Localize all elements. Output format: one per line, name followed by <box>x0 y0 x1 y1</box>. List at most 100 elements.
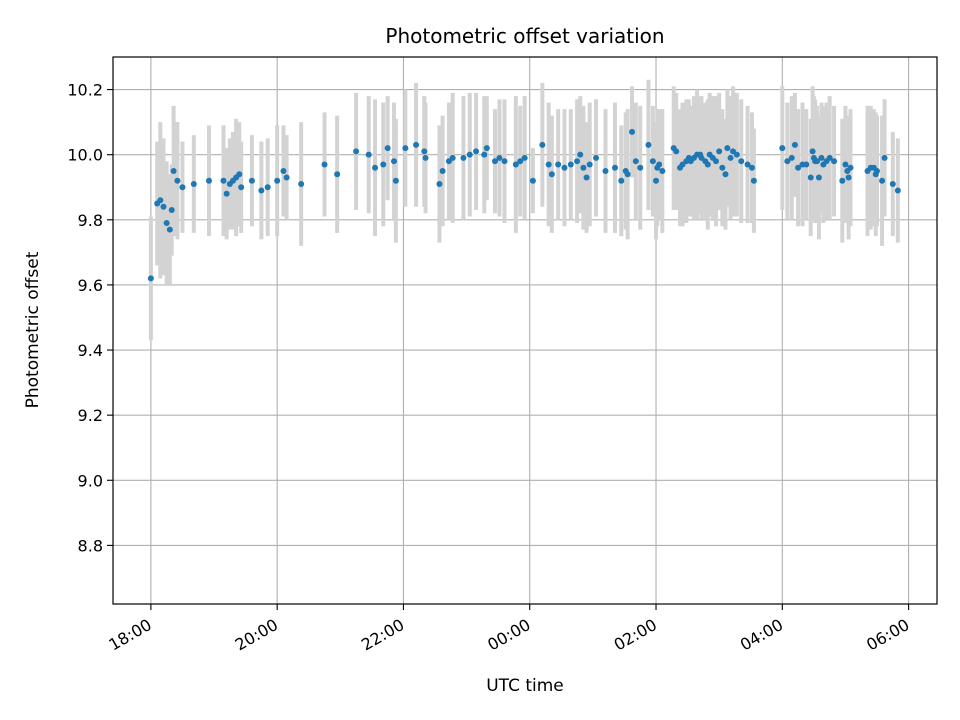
data-point <box>238 184 245 191</box>
y-tick-label: 9.8 <box>78 211 103 230</box>
data-point <box>724 145 731 152</box>
data-point <box>174 177 181 184</box>
data-point <box>561 164 568 171</box>
data-point <box>727 154 734 161</box>
data-point <box>147 275 154 282</box>
data-point <box>166 226 173 233</box>
data-point <box>390 158 397 165</box>
y-tick-label: 9.6 <box>78 276 103 295</box>
data-point <box>298 180 305 187</box>
data-point <box>826 154 833 161</box>
data-point <box>583 174 590 181</box>
data-point <box>460 154 467 161</box>
data-point <box>353 148 360 155</box>
data-point <box>618 177 625 184</box>
data-point <box>791 141 798 148</box>
data-point <box>258 187 265 194</box>
data-point <box>274 177 281 184</box>
data-point <box>580 164 587 171</box>
plot-frame <box>112 56 938 605</box>
data-point <box>874 167 881 174</box>
data-point <box>750 177 757 184</box>
data-point <box>611 164 618 171</box>
data-point <box>656 161 663 168</box>
data-point <box>879 177 886 184</box>
data-point <box>713 158 720 165</box>
data-point <box>814 158 821 165</box>
data-point <box>894 187 901 194</box>
data-point <box>586 161 593 168</box>
data-point <box>512 161 519 168</box>
data-point <box>881 154 888 161</box>
data-point <box>392 177 399 184</box>
data-point <box>889 180 896 187</box>
data-point <box>492 158 499 165</box>
data-point <box>170 167 177 174</box>
data-point <box>402 145 409 152</box>
data-point <box>334 171 341 178</box>
data-point <box>280 167 287 174</box>
data-point <box>466 151 473 158</box>
data-point <box>577 151 584 158</box>
data-point <box>436 180 443 187</box>
data-point <box>422 154 429 161</box>
data-point <box>673 148 680 155</box>
data-point <box>645 141 652 148</box>
chart-title: Photometric offset variation <box>385 24 664 48</box>
data-point <box>160 203 167 210</box>
data-point <box>449 154 456 161</box>
data-point <box>779 145 786 152</box>
y-tick-label: 8.8 <box>78 536 103 555</box>
y-tick-label: 10.0 <box>67 146 103 165</box>
data-points <box>147 128 901 282</box>
x-axis-title: UTC time <box>486 676 564 696</box>
data-point <box>548 171 555 178</box>
data-point <box>839 177 846 184</box>
data-point <box>384 145 391 152</box>
data-point <box>501 158 508 165</box>
data-point <box>719 164 726 171</box>
data-point <box>602 167 609 174</box>
data-point <box>795 164 802 171</box>
y-tick-label: 9.4 <box>78 341 103 360</box>
data-point <box>163 220 170 227</box>
data-point <box>555 161 562 168</box>
data-point <box>220 177 227 184</box>
data-point <box>788 154 795 161</box>
data-point <box>421 148 428 155</box>
data-point <box>567 161 574 168</box>
data-point <box>236 171 243 178</box>
data-point <box>807 174 814 181</box>
data-point <box>473 148 480 155</box>
data-point <box>539 141 546 148</box>
data-point <box>847 164 854 171</box>
data-point <box>157 197 164 204</box>
y-tick-label: 9.2 <box>78 406 103 425</box>
data-point <box>439 167 446 174</box>
data-point <box>529 177 536 184</box>
data-point <box>649 158 656 165</box>
data-point <box>517 158 524 165</box>
data-point <box>815 174 822 181</box>
data-point <box>593 154 600 161</box>
data-point <box>704 161 711 168</box>
y-tick-label: 9.0 <box>78 471 103 490</box>
data-point <box>483 145 490 152</box>
data-point <box>264 184 271 191</box>
data-point <box>818 154 825 161</box>
data-point <box>521 154 528 161</box>
data-point <box>372 164 379 171</box>
data-point <box>283 174 290 181</box>
data-point <box>722 171 729 178</box>
data-point <box>413 141 420 148</box>
data-point <box>321 161 328 168</box>
data-point <box>637 164 644 171</box>
data-point <box>248 177 255 184</box>
data-point <box>716 148 723 155</box>
data-point <box>629 128 636 135</box>
data-point <box>738 158 745 165</box>
data-point <box>744 161 751 168</box>
data-point <box>624 171 631 178</box>
data-point <box>653 177 660 184</box>
